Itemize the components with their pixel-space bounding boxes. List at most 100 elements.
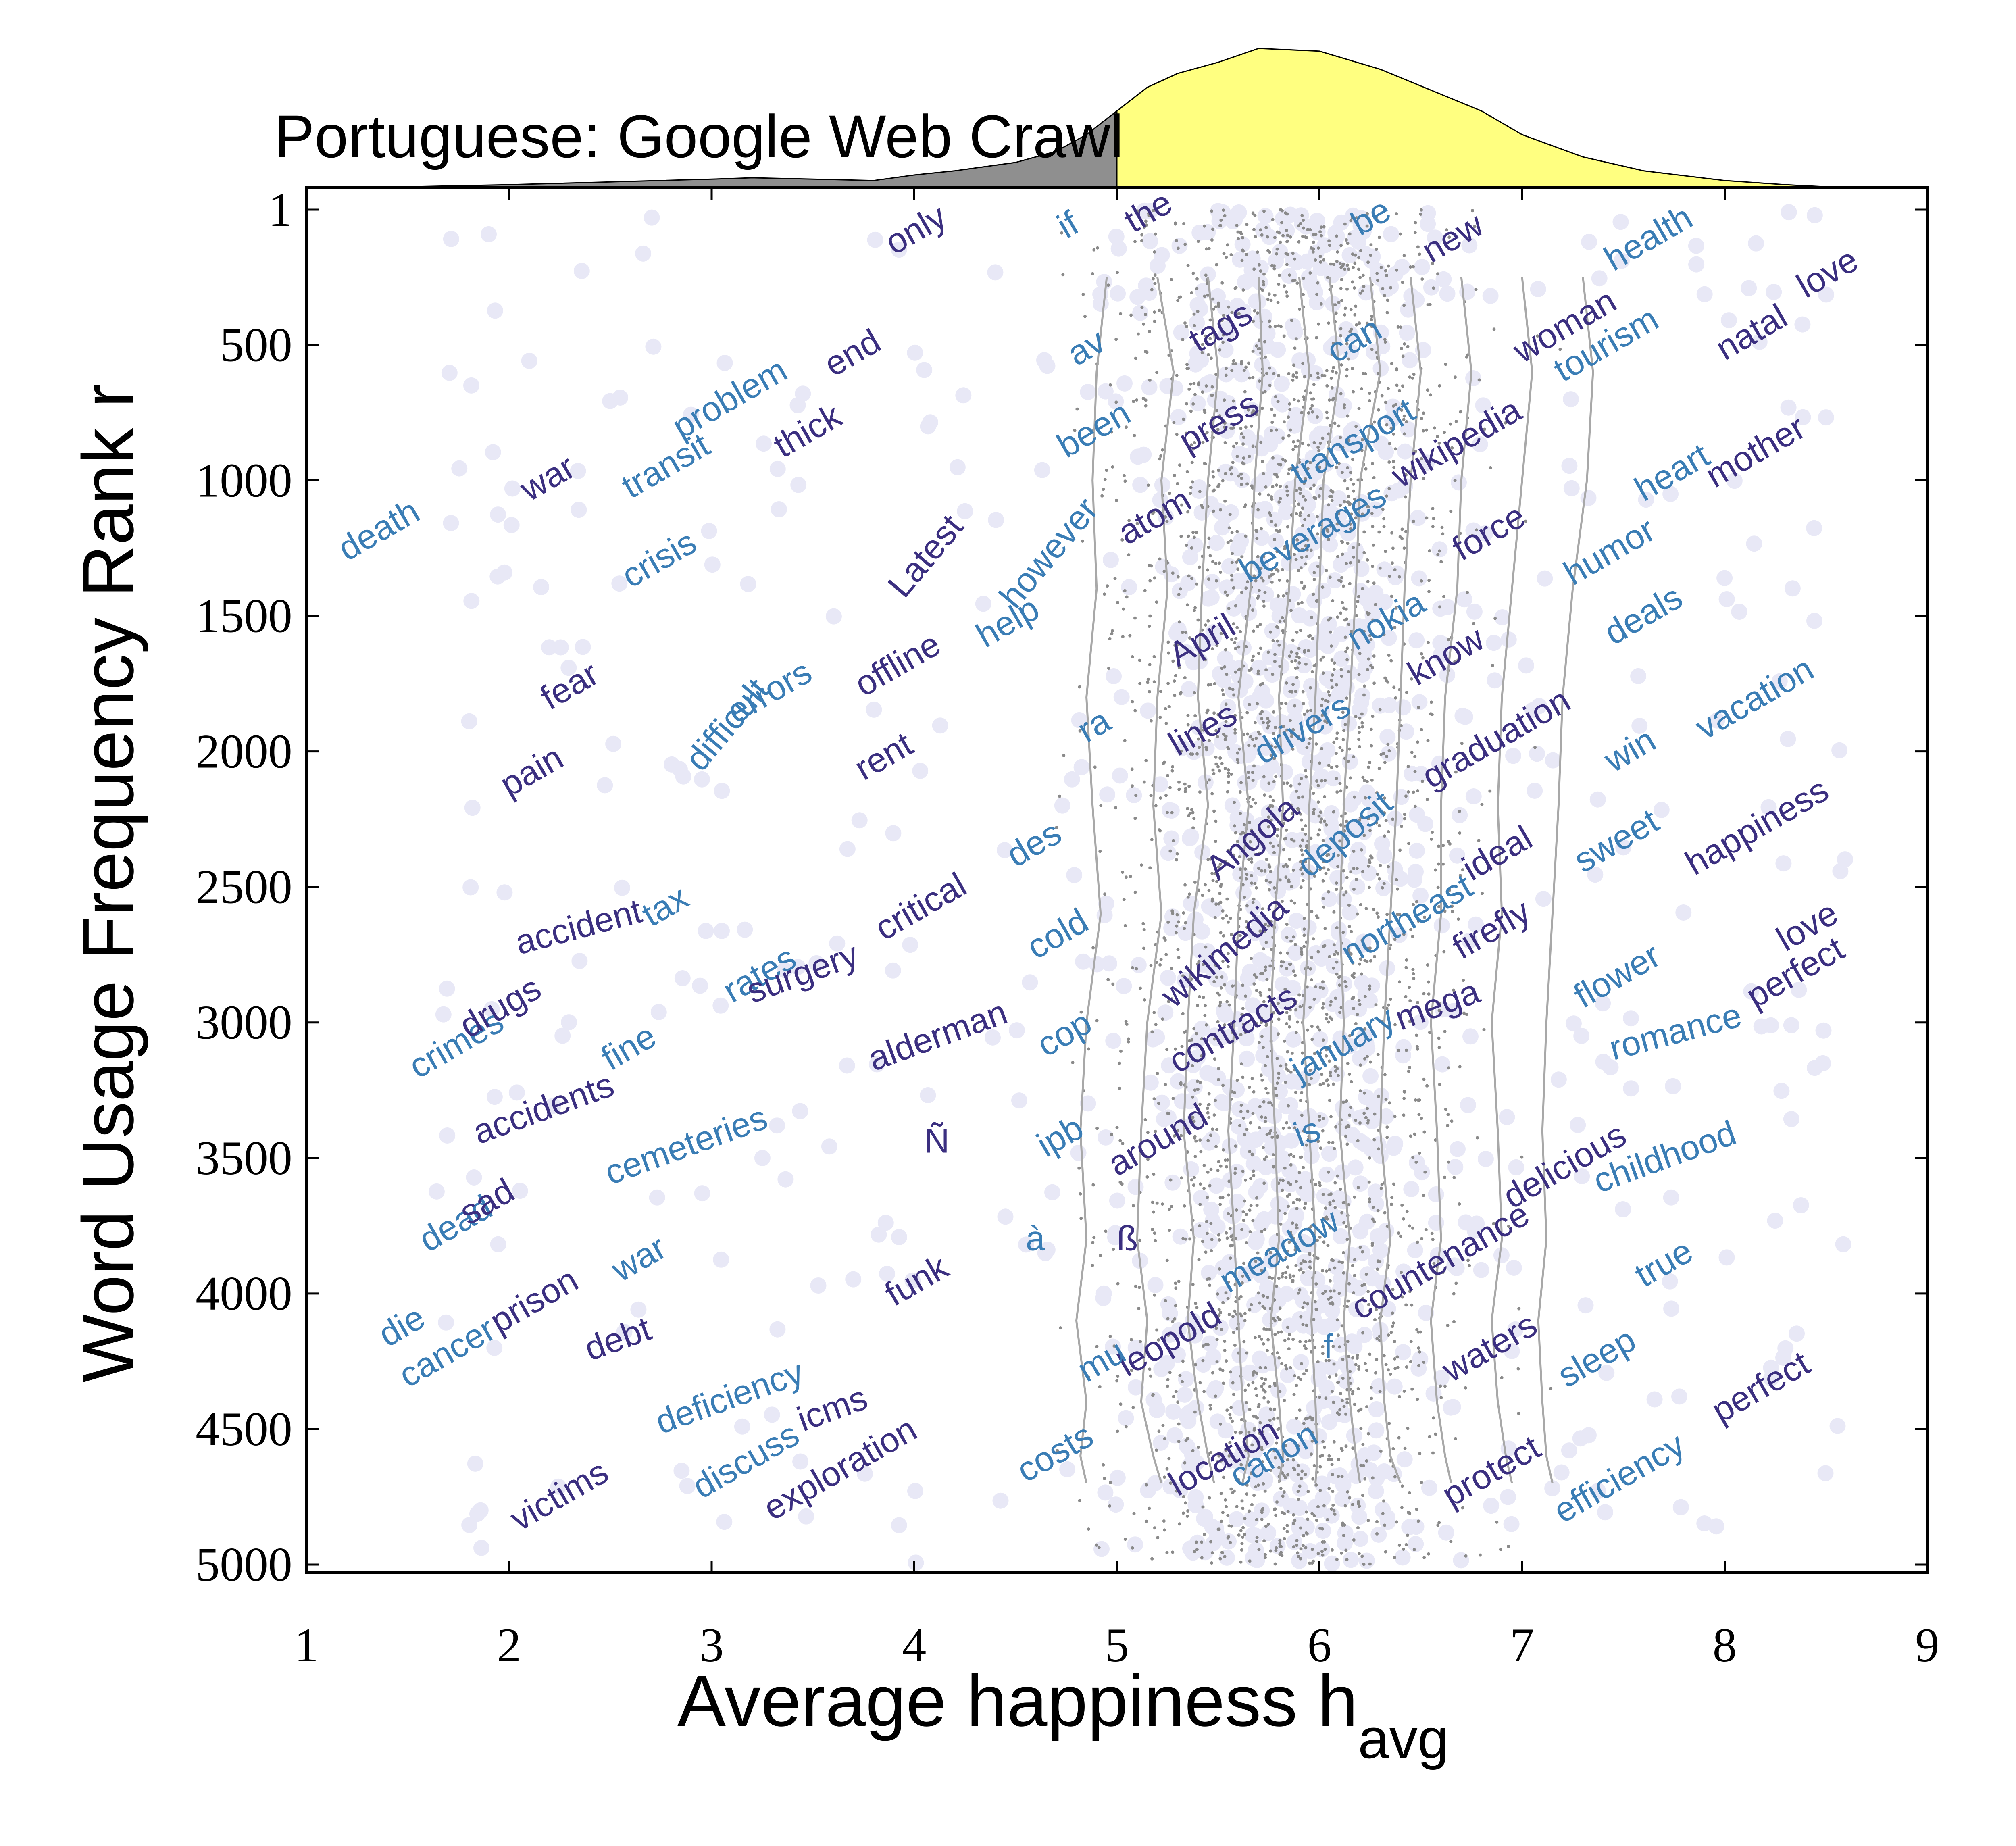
word-speck	[1312, 1559, 1315, 1563]
word-speck	[1218, 224, 1222, 227]
word-speck	[1240, 591, 1243, 594]
word-speck	[1210, 647, 1214, 650]
word-speck	[1256, 669, 1260, 673]
word-speck	[1427, 579, 1431, 582]
word-speck	[1137, 1307, 1141, 1311]
word-dot	[1355, 933, 1372, 950]
word-speck	[1270, 948, 1273, 951]
word-speck	[1281, 1275, 1284, 1279]
word-dot	[1794, 316, 1811, 333]
word-speck	[1256, 1291, 1260, 1295]
word-speck	[1295, 676, 1299, 679]
word-speck	[1278, 273, 1281, 277]
word-dot	[1204, 574, 1220, 590]
word-speck	[1168, 1371, 1172, 1374]
word-dot	[1261, 715, 1278, 731]
word-speck	[1222, 1381, 1225, 1385]
word-speck	[1270, 520, 1273, 523]
word-speck	[1252, 1090, 1256, 1094]
word-speck	[1240, 258, 1244, 262]
word-speck	[1454, 420, 1458, 423]
word-dot	[713, 1251, 729, 1268]
word-speck	[1189, 492, 1192, 495]
word-speck	[1352, 390, 1355, 394]
word-speck	[1437, 1008, 1441, 1012]
word-dot	[771, 501, 787, 517]
word-speck	[1175, 373, 1179, 377]
word-dot	[1245, 899, 1262, 915]
word-speck	[1262, 1482, 1265, 1486]
word-speck	[1239, 1104, 1243, 1107]
word-dot	[789, 959, 806, 975]
word-dot	[1696, 286, 1713, 302]
word-dot	[1258, 692, 1274, 709]
word-dot	[1163, 802, 1180, 819]
word-speck	[1261, 1460, 1264, 1463]
word-speck	[1225, 1165, 1228, 1169]
word-speck	[1416, 1330, 1420, 1334]
word-speck	[1367, 492, 1371, 496]
word-speck	[1214, 902, 1218, 906]
word-speck	[1240, 1228, 1244, 1231]
word-speck	[1187, 785, 1191, 788]
word-dot	[1183, 1161, 1200, 1177]
word-dot	[1505, 748, 1521, 764]
word-dot	[605, 735, 622, 752]
word-dot	[1127, 1340, 1144, 1356]
word-speck	[1297, 569, 1300, 572]
word-speck	[1437, 1036, 1441, 1040]
word-speck	[1332, 366, 1335, 369]
word-speck	[1280, 960, 1283, 963]
word-speck	[1127, 1040, 1130, 1044]
word-dot	[461, 1517, 478, 1533]
word-speck	[1176, 246, 1180, 250]
word-dot	[1395, 1263, 1412, 1280]
word-dot	[1726, 473, 1743, 489]
word-speck	[1318, 1028, 1321, 1032]
word-speck	[1299, 1557, 1302, 1561]
word-dot	[439, 1127, 456, 1144]
word-speck	[1238, 1124, 1241, 1127]
word-dot	[1341, 247, 1358, 263]
word-dot	[1335, 1477, 1352, 1493]
word-dot	[1615, 1201, 1631, 1217]
word-dot	[571, 502, 587, 518]
word-speck	[1369, 664, 1372, 667]
word-speck	[1393, 1340, 1396, 1343]
word-speck	[1414, 1161, 1418, 1164]
word-speck	[1226, 541, 1230, 544]
word-speck	[1347, 1125, 1350, 1128]
word-speck	[1365, 780, 1369, 783]
word-speck	[1175, 852, 1179, 856]
word-dot	[1320, 638, 1336, 654]
word-dot	[1570, 1117, 1586, 1133]
word-speck	[1337, 1074, 1340, 1077]
word-speck	[1316, 246, 1320, 250]
word-speck	[1422, 429, 1425, 433]
word-speck	[1330, 658, 1334, 662]
word-speck	[1213, 916, 1217, 919]
word-dot	[1200, 266, 1216, 283]
word-speck	[1404, 794, 1408, 798]
word-dot	[428, 1183, 445, 1200]
word-speck	[1223, 1555, 1227, 1558]
word-speck	[1071, 1061, 1075, 1065]
word-speck	[1260, 1035, 1264, 1038]
word-dot	[1109, 1469, 1126, 1486]
word-speck	[1311, 410, 1314, 414]
word-speck	[1301, 506, 1304, 510]
word-speck	[1210, 385, 1214, 389]
word-speck	[1420, 779, 1424, 783]
word-speck	[1231, 362, 1235, 366]
word-speck	[1230, 933, 1233, 936]
word-dot	[1349, 878, 1366, 895]
word-speck	[1287, 1333, 1291, 1336]
word-speck	[1446, 1113, 1450, 1116]
word-dot	[1321, 891, 1337, 907]
word-dot	[1806, 613, 1822, 629]
word-speck	[1402, 546, 1406, 550]
word-dot	[1438, 1524, 1454, 1541]
word-speck	[1407, 1511, 1410, 1514]
word-speck	[1363, 1057, 1366, 1061]
word-speck	[1255, 1204, 1259, 1207]
